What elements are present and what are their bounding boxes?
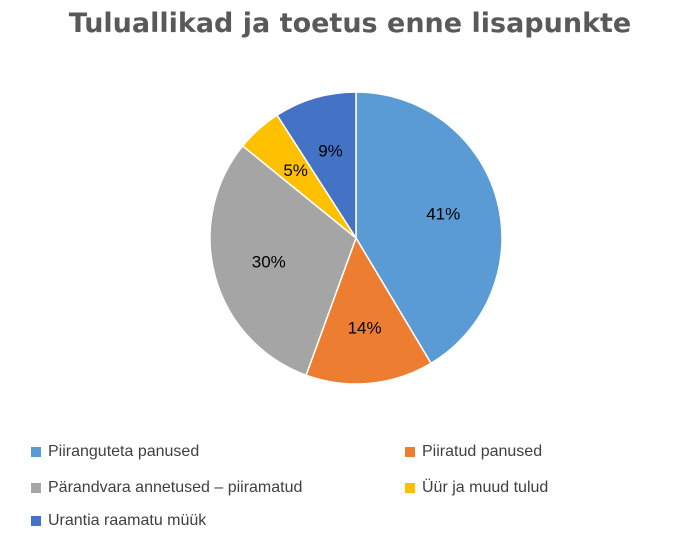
legend-label: Pärandvara annetused – piiramatud xyxy=(48,479,303,496)
legend-item-piiratud-panused[interactable]: Piiratud panused xyxy=(405,443,542,461)
legend-swatch xyxy=(405,447,415,457)
chart-title: Tuluallikad ja toetus enne lisapunkte xyxy=(68,8,632,39)
legend-swatch xyxy=(405,483,415,493)
legend-label: Üür ja muud tulud xyxy=(422,479,549,496)
legend-swatch xyxy=(31,447,41,457)
legend-label: Piiranguteta panused xyxy=(48,443,200,460)
slice-data-label-1: 14% xyxy=(348,319,382,338)
slice-data-label-4: 9% xyxy=(318,142,343,161)
pie-slice-4[interactable] xyxy=(276,91,357,241)
legend-item-urantia-raamatu-muuk[interactable]: Urantia raamatu müük xyxy=(31,512,206,530)
legend-item-piiranguteta-panused[interactable]: Piiranguteta panused xyxy=(31,443,199,461)
slice-data-label-3: 5% xyxy=(283,161,308,180)
legend-item-uur-ja-muud-tulud[interactable]: Üür ja muud tulud xyxy=(405,479,548,497)
pie-slice-1[interactable] xyxy=(305,236,433,385)
legend-item-parandvara-annetused[interactable]: Pärandvara annetused – piiramatud xyxy=(31,479,302,497)
pie-slice-0[interactable] xyxy=(355,91,503,365)
legend-label: Piiratud panused xyxy=(422,443,543,460)
slice-data-label-2: 30% xyxy=(252,253,286,272)
slice-data-label-0: 41% xyxy=(426,204,460,223)
pie-slice-2[interactable] xyxy=(209,144,357,377)
legend-swatch xyxy=(31,483,41,493)
legend-swatch xyxy=(31,516,41,526)
legend-label: Urantia raamatu müük xyxy=(48,512,207,529)
